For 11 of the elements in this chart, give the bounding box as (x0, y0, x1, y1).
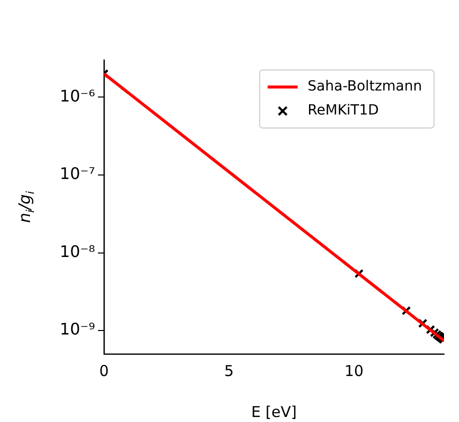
y-tick-label: 10⁻⁶ (60, 86, 95, 106)
legend-label: Saha-Boltzmann (308, 78, 422, 95)
legend-label: ReMKiT1D (308, 102, 379, 119)
y-tick-label: 10⁻⁸ (60, 242, 95, 261)
x-axis-title: E [eV] (251, 402, 297, 421)
y-axis-title: ni/gi (15, 191, 37, 223)
x-tick-label: 10 (344, 362, 364, 380)
x-tick-label: 5 (224, 362, 234, 380)
x-tick-label: 0 (99, 362, 109, 380)
y-tick-label: 10⁻⁷ (60, 164, 95, 184)
y-tick-label: 10⁻⁹ (60, 320, 95, 339)
